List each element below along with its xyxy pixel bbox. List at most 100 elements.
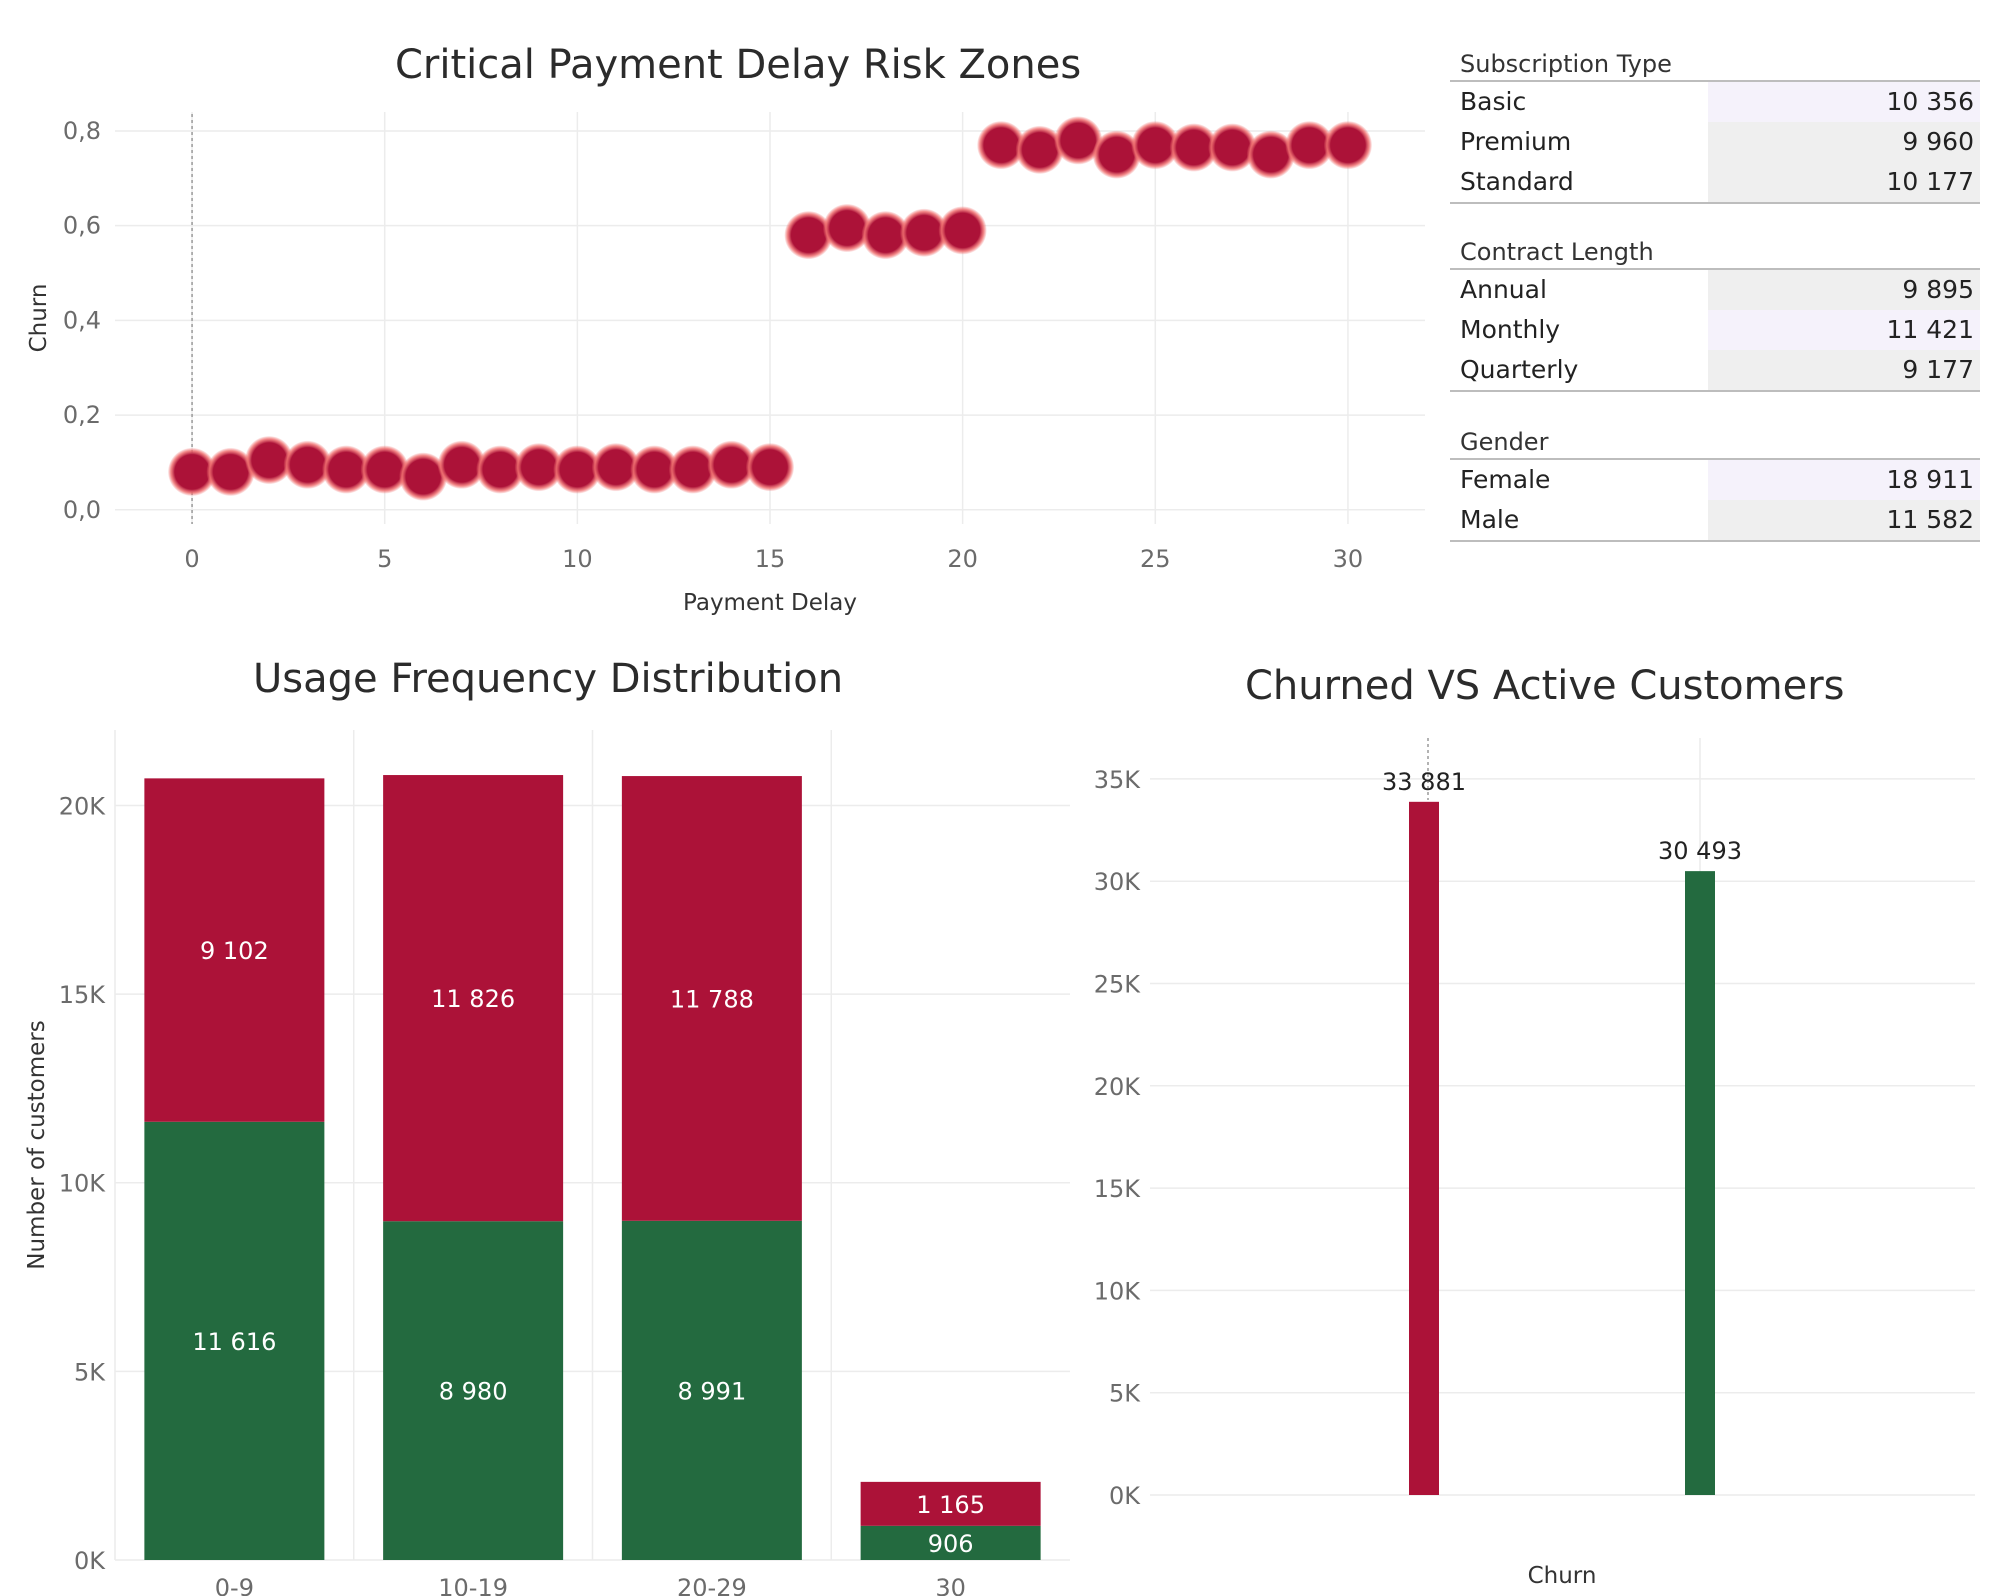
table-row[interactable]: Female 18 911 bbox=[1450, 460, 1980, 500]
y-tick-label: 20K bbox=[59, 792, 107, 820]
table-header: Subscription Type bbox=[1450, 44, 1980, 82]
table-row[interactable]: Monthly 11 421 bbox=[1450, 310, 1980, 350]
bar-value-label: 11 788 bbox=[670, 985, 754, 1013]
x-tick-label: 5 bbox=[377, 545, 392, 573]
x-tick-label: 30 bbox=[935, 1574, 966, 1596]
bar-value-label: 8 991 bbox=[678, 1377, 747, 1405]
bar-value-label: 1 165 bbox=[916, 1491, 985, 1519]
stacked-bar-segment bbox=[144, 1121, 325, 1560]
stacked-bar-segment bbox=[383, 1221, 564, 1560]
stacked-bar-segment bbox=[621, 776, 802, 1221]
bar-value-label: 33 881 bbox=[1382, 768, 1466, 796]
row-value: 10 177 bbox=[1708, 162, 1980, 202]
table-row[interactable]: Basic 10 356 bbox=[1450, 82, 1980, 122]
subscription-type-table: Subscription Type Basic 10 356 Premium 9 9… bbox=[1450, 44, 1980, 204]
y-tick-label: 0,6 bbox=[63, 212, 101, 240]
row-label: Female bbox=[1460, 465, 1551, 494]
table-row[interactable]: Premium 9 960 bbox=[1450, 122, 1980, 162]
scatter-point bbox=[861, 211, 910, 260]
bar-value-label: 906 bbox=[928, 1530, 974, 1558]
bar-value-label: 11 826 bbox=[431, 985, 515, 1013]
y-tick-label: 5K bbox=[74, 1358, 106, 1386]
scatter-point bbox=[1323, 121, 1372, 170]
usage-chart-title: Usage Frequency Distribution bbox=[253, 656, 844, 702]
y-tick-label: 25K bbox=[1094, 971, 1142, 999]
bar-value-label: 11 616 bbox=[192, 1328, 276, 1356]
scatter-point bbox=[746, 443, 794, 492]
row-label: Monthly bbox=[1460, 315, 1561, 344]
x-tick-label: 25 bbox=[1140, 545, 1171, 573]
scatter-point bbox=[668, 445, 717, 494]
churn-active-chart-title: Churned VS Active Customers bbox=[1245, 663, 1845, 709]
row-value: 18 911 bbox=[1708, 460, 1980, 500]
stacked-bar-segment bbox=[383, 775, 564, 1222]
row-value: 10 356 bbox=[1708, 82, 1980, 122]
scatter-point bbox=[322, 445, 371, 494]
row-value: 11 582 bbox=[1708, 500, 1980, 540]
row-label: Premium bbox=[1460, 127, 1572, 156]
scatter-point bbox=[591, 443, 640, 492]
x-tick-label: 0-9 bbox=[215, 1574, 254, 1596]
scatter-point bbox=[360, 445, 409, 494]
y-tick-label: 0K bbox=[74, 1547, 106, 1575]
y-axis-label: Churn bbox=[26, 284, 52, 353]
bar-value-label: 30 493 bbox=[1658, 837, 1742, 865]
table-row[interactable]: Male 11 582 bbox=[1450, 500, 1980, 542]
scatter-point bbox=[476, 445, 525, 494]
y-tick-label: 0,0 bbox=[63, 496, 101, 524]
y-tick-label: 0,8 bbox=[63, 117, 101, 145]
row-label: Standard bbox=[1460, 167, 1574, 196]
row-label: Male bbox=[1460, 505, 1520, 534]
bar bbox=[1685, 871, 1715, 1495]
scatter-point bbox=[784, 211, 833, 260]
x-tick-label: 30 bbox=[1333, 545, 1364, 573]
row-value: 11 421 bbox=[1708, 310, 1980, 350]
scatter-point bbox=[900, 208, 949, 257]
table-row[interactable]: Standard 10 177 bbox=[1450, 162, 1980, 204]
y-tick-label: 15K bbox=[59, 981, 107, 1009]
row-label: Annual bbox=[1460, 275, 1547, 304]
scatter-point bbox=[437, 440, 486, 489]
row-label: Quarterly bbox=[1460, 355, 1579, 384]
scatter-point bbox=[1054, 116, 1103, 165]
scatter-point bbox=[168, 447, 217, 496]
table-row[interactable]: Annual 9 895 bbox=[1450, 270, 1980, 310]
y-tick-label: 0K bbox=[1109, 1482, 1141, 1510]
row-value: 9 895 bbox=[1708, 270, 1980, 310]
x-tick-label: 20 bbox=[947, 545, 978, 573]
bar-value-label: 8 980 bbox=[439, 1378, 508, 1406]
scatter-point bbox=[1015, 125, 1064, 174]
scatter-point bbox=[1246, 130, 1295, 179]
row-value: 9 960 bbox=[1708, 122, 1980, 162]
row-value: 9 177 bbox=[1708, 350, 1980, 390]
scatter-point bbox=[823, 204, 872, 253]
scatter-point bbox=[1169, 123, 1218, 172]
y-axis-label: Number of customers bbox=[24, 1020, 50, 1269]
contract-length-table: Contract Length Annual 9 895 Monthly 11 42… bbox=[1450, 232, 1980, 392]
scatter-chart-title: Critical Payment Delay Risk Zones bbox=[395, 42, 1082, 88]
y-tick-label: 0,2 bbox=[63, 401, 101, 429]
scatter-point bbox=[1208, 123, 1257, 172]
table-row[interactable]: Quarterly 9 177 bbox=[1450, 350, 1980, 392]
x-axis-label: Churn bbox=[1528, 1563, 1597, 1589]
y-tick-label: 0,4 bbox=[63, 306, 101, 334]
scatter-point bbox=[514, 443, 563, 492]
table-header: Contract Length bbox=[1450, 232, 1980, 270]
stacked-bar-segment bbox=[621, 1220, 802, 1560]
scatter-point bbox=[245, 436, 294, 485]
x-tick-label: 20-29 bbox=[677, 1574, 747, 1596]
row-label: Basic bbox=[1460, 87, 1527, 116]
y-tick-label: 10K bbox=[59, 1170, 107, 1198]
y-tick-label: 5K bbox=[1109, 1380, 1141, 1408]
stacked-bar-segment bbox=[860, 1525, 1041, 1560]
scatter-point bbox=[1285, 121, 1334, 170]
y-tick-label: 20K bbox=[1094, 1073, 1142, 1101]
scatter-point bbox=[1131, 121, 1180, 170]
scatter-point bbox=[630, 445, 679, 494]
scatter-point bbox=[283, 440, 332, 489]
x-tick-label: 10-19 bbox=[438, 1574, 508, 1596]
bar bbox=[1409, 801, 1439, 1495]
